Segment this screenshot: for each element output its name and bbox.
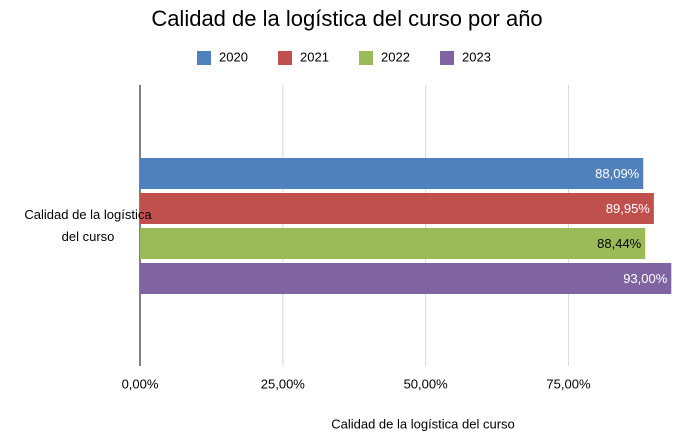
data-label: 93,00% bbox=[623, 271, 668, 286]
bar bbox=[140, 228, 646, 259]
category-label: Calidad de la logística del curso bbox=[24, 207, 152, 244]
legend-swatch bbox=[197, 51, 211, 65]
x-tick-label: 50,00% bbox=[404, 376, 449, 391]
legend-label: 2020 bbox=[219, 49, 248, 64]
x-tick-label: 25,00% bbox=[261, 376, 306, 391]
legend-label: 2023 bbox=[462, 49, 491, 64]
data-label: 89,95% bbox=[606, 201, 651, 216]
legend-label: 2021 bbox=[300, 49, 329, 64]
data-label: 88,09% bbox=[595, 166, 640, 181]
legend-swatch bbox=[278, 51, 292, 65]
legend-swatch bbox=[440, 51, 454, 65]
x-tick-label: 75,00% bbox=[546, 376, 591, 391]
bar bbox=[140, 263, 672, 294]
data-label: 88,44% bbox=[597, 236, 642, 251]
bar bbox=[140, 193, 654, 224]
legend-label: 2022 bbox=[381, 49, 410, 64]
chart-title: Calidad de la logística del curso por añ… bbox=[151, 6, 542, 31]
bar bbox=[140, 158, 644, 189]
x-axis-title: Calidad de la logística del curso bbox=[331, 416, 515, 431]
legend-swatch bbox=[359, 51, 373, 65]
x-tick-label: 0,00% bbox=[122, 376, 159, 391]
